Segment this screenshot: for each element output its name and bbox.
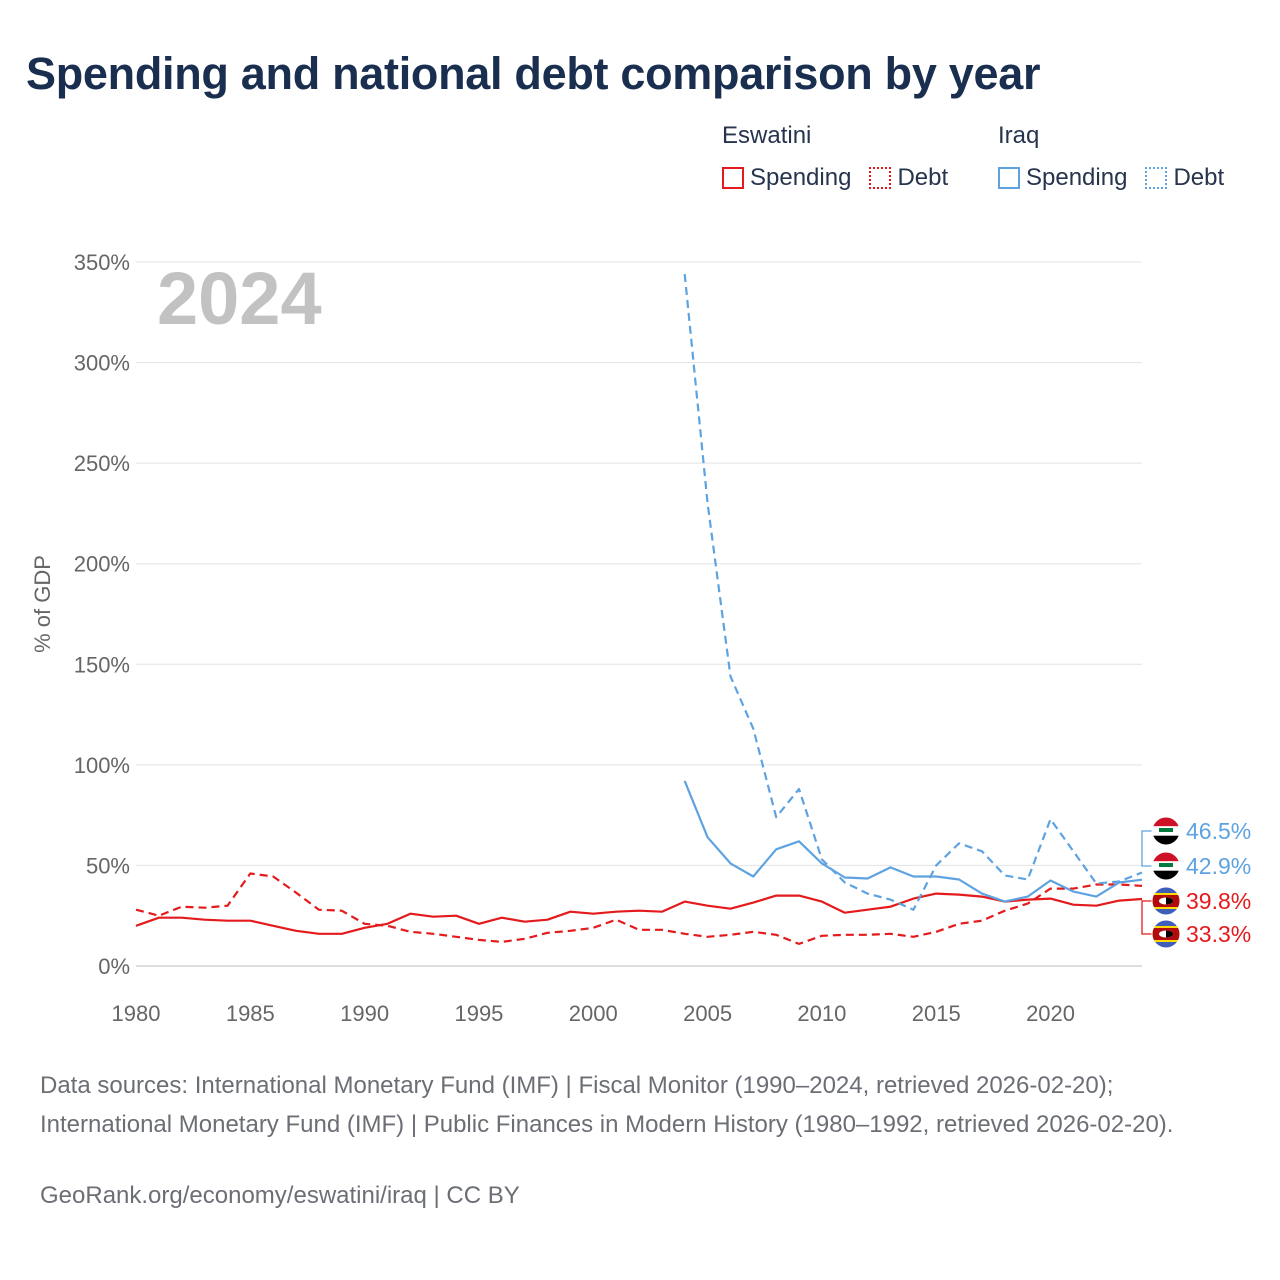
legend-swatch-solid-icon (722, 167, 744, 189)
y-tick-label: 350% (74, 250, 130, 275)
legend-label: Spending (1026, 164, 1128, 191)
end-value-label: 33.3% (1186, 921, 1251, 947)
x-tick-label: 2005 (683, 1001, 732, 1026)
iraq-flag-icon (1151, 851, 1181, 881)
legend-swatch-dotted-icon (869, 167, 892, 189)
x-tick-label: 1980 (112, 1001, 161, 1026)
legend-item-eswatini-debt[interactable]: Debt (869, 164, 948, 192)
iraq-flag-icon (1151, 816, 1181, 846)
x-tick-label: 1995 (454, 1001, 503, 1026)
series-line-iraq-debt (683, 273, 1143, 911)
y-tick-label: 0% (98, 954, 130, 979)
x-tick-label: 2000 (569, 1001, 618, 1026)
x-tick-label: 2015 (912, 1001, 961, 1026)
x-tick-label: 1985 (226, 1001, 275, 1026)
eswatini-flag-icon (1151, 919, 1181, 949)
end-value-label: 46.5% (1186, 818, 1251, 844)
legend-label: Spending (750, 164, 852, 191)
year-watermark: 2024 (157, 257, 322, 340)
y-axis-title: % of GDP (30, 555, 55, 653)
legend-label: Debt (1173, 164, 1225, 191)
y-tick-label: 50% (86, 853, 130, 878)
data-sources-note: Data sources: International Monetary Fun… (40, 1072, 1174, 1138)
y-tick-label: 300% (74, 351, 130, 376)
y-tick-label: 150% (74, 652, 130, 677)
x-tick-label: 2010 (797, 1001, 846, 1026)
series-line-iraq-spending (683, 780, 1143, 903)
legend-label: Debt (897, 164, 949, 191)
attribution-link[interactable]: GeoRank.org/economy/eswatini/iraq | CC B… (40, 1182, 520, 1209)
legend-swatch-dotted-icon (1145, 167, 1168, 189)
legend-country-eswatini: Eswatini (722, 122, 812, 149)
x-tick-label: 1990 (340, 1001, 389, 1026)
x-tick-label: 2020 (1026, 1001, 1075, 1026)
legend-item-iraq-debt[interactable]: Debt (1145, 164, 1224, 192)
legend-eswatini: Eswatini Spending Debt (722, 122, 966, 192)
end-value-label: 39.8% (1186, 888, 1251, 914)
legend-iraq: Iraq Spending Debt (998, 122, 1224, 192)
eswatini-flag-icon (1151, 886, 1181, 916)
y-tick-label: 200% (74, 552, 130, 577)
end-label-bracket (1141, 900, 1152, 935)
legend-country-iraq: Iraq (998, 122, 1040, 149)
legend-item-eswatini-spending[interactable]: Spending (722, 164, 851, 192)
series-line-eswatini-debt (135, 872, 1143, 946)
series-line-eswatini-spending (135, 892, 1143, 935)
y-tick-label: 250% (74, 451, 130, 476)
end-value-label: 42.9% (1186, 853, 1251, 879)
legend-item-iraq-spending[interactable]: Spending (998, 164, 1127, 192)
chart-title: Spending and national debt comparison by… (26, 48, 1041, 99)
legend-swatch-solid-icon (998, 167, 1020, 189)
line-chart: 0% 50% 100% 150% 200% 250% 300% 350% 1980 1985 199… (30, 250, 1251, 1026)
end-label-bracket (1141, 830, 1152, 867)
y-tick-label: 100% (74, 753, 130, 778)
